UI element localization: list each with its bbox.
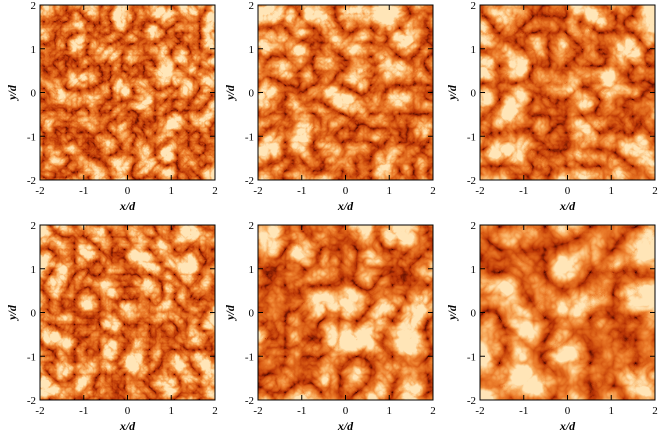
- x-tick-label: -1: [297, 185, 306, 197]
- field-image: [480, 225, 655, 400]
- x-tick-label: 0: [125, 185, 131, 197]
- y-tick-label: 1: [471, 264, 477, 276]
- y-tick-label: -1: [245, 131, 254, 143]
- y-tick-label: -1: [27, 351, 36, 363]
- y-tick-label: 0: [249, 88, 255, 100]
- x-tick-label: 0: [343, 185, 349, 197]
- x-tick-label: -2: [35, 185, 44, 197]
- x-axis-label: x/d: [119, 199, 136, 213]
- y-tick-label: 0: [31, 308, 37, 320]
- x-tick-label: 1: [609, 405, 615, 417]
- field-image: [258, 225, 433, 400]
- x-tick-label: 1: [609, 185, 615, 197]
- y-tick-label: -2: [27, 395, 36, 407]
- y-tick-label: -2: [245, 175, 254, 187]
- x-axis-label: x/d: [337, 199, 354, 213]
- x-tick-label: 0: [125, 405, 131, 417]
- x-axis-label: x/d: [119, 419, 136, 433]
- x-tick-label: 2: [430, 405, 436, 417]
- y-axis-label: y/d: [445, 304, 459, 322]
- y-axis-label: y/d: [223, 84, 237, 102]
- x-tick-label: 0: [565, 405, 571, 417]
- x-tick-label: -1: [519, 185, 528, 197]
- x-tick-label: -1: [79, 185, 88, 197]
- y-axis-label: y/d: [5, 84, 19, 102]
- x-tick-label: -2: [475, 405, 484, 417]
- y-tick-label: 2: [249, 220, 255, 232]
- y-tick-label: -2: [245, 395, 254, 407]
- x-tick-label: 2: [212, 405, 218, 417]
- y-tick-label: -1: [27, 131, 36, 143]
- y-tick-label: 2: [31, 220, 37, 232]
- field-image: [40, 225, 215, 400]
- y-tick-label: 2: [471, 0, 477, 12]
- field-image: [258, 5, 433, 180]
- x-tick-label: -1: [79, 405, 88, 417]
- y-tick-label: -2: [27, 175, 36, 187]
- y-axis-label: y/d: [223, 304, 237, 322]
- x-tick-label: -2: [475, 185, 484, 197]
- y-tick-label: 0: [31, 88, 37, 100]
- y-tick-label: 1: [249, 44, 255, 56]
- y-tick-label: -1: [467, 131, 476, 143]
- y-tick-label: 0: [471, 88, 477, 100]
- y-tick-label: 1: [31, 264, 37, 276]
- y-tick-label: -2: [467, 395, 476, 407]
- x-tick-label: 1: [169, 185, 175, 197]
- x-axis-label: x/d: [559, 199, 576, 213]
- y-tick-label: -1: [467, 351, 476, 363]
- field-image: [480, 5, 655, 180]
- x-tick-label: -1: [519, 405, 528, 417]
- x-tick-label: 2: [652, 185, 658, 197]
- x-tick-label: -2: [253, 405, 262, 417]
- y-tick-label: 1: [31, 44, 37, 56]
- y-tick-label: 2: [31, 0, 37, 12]
- y-tick-label: -2: [467, 175, 476, 187]
- x-tick-label: 0: [565, 185, 571, 197]
- y-axis-label: y/d: [445, 84, 459, 102]
- x-tick-label: 2: [430, 185, 436, 197]
- x-tick-label: -2: [35, 405, 44, 417]
- y-tick-label: 2: [471, 220, 477, 232]
- field-image: [40, 5, 215, 180]
- x-tick-label: 2: [212, 185, 218, 197]
- y-tick-label: 0: [249, 308, 255, 320]
- x-tick-label: -2: [253, 185, 262, 197]
- x-axis-label: x/d: [559, 419, 576, 433]
- y-tick-label: 1: [249, 264, 255, 276]
- x-tick-label: 1: [387, 405, 393, 417]
- x-axis-label: x/d: [337, 419, 354, 433]
- x-tick-label: 1: [169, 405, 175, 417]
- y-tick-label: 2: [249, 0, 255, 12]
- y-tick-label: 1: [471, 44, 477, 56]
- y-tick-label: 0: [471, 308, 477, 320]
- x-tick-label: -1: [297, 405, 306, 417]
- x-tick-label: 2: [652, 405, 658, 417]
- x-tick-label: 1: [387, 185, 393, 197]
- x-tick-label: 0: [343, 405, 349, 417]
- y-axis-label: y/d: [5, 304, 19, 322]
- y-tick-label: -1: [245, 351, 254, 363]
